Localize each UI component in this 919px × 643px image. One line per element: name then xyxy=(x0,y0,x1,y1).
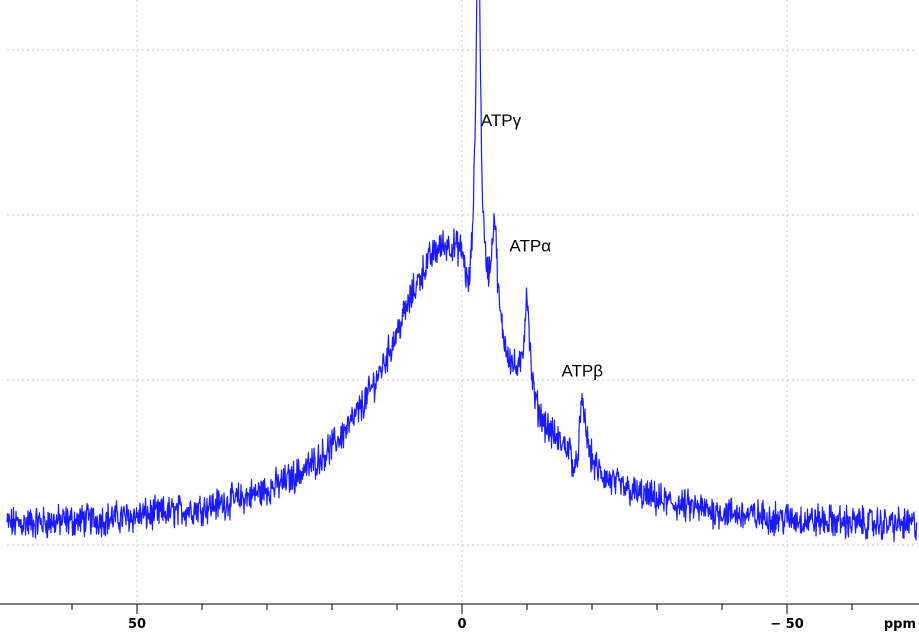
peak-label: ATPγ xyxy=(481,111,522,130)
peak-labels: PCrATPγATPαATPβ xyxy=(481,111,603,381)
x-tick-label: − 50 xyxy=(770,617,804,632)
peak-label: ATPβ xyxy=(561,362,603,381)
x-tick-label: 0 xyxy=(457,617,466,632)
x-axis-unit-label: ppm xyxy=(884,617,916,632)
x-axis: 50 0 − 50 ppm xyxy=(0,603,919,632)
peak-label: ATPα xyxy=(509,236,551,255)
spectrum-line xyxy=(6,0,918,543)
grid-layer xyxy=(7,0,917,604)
x-tick-label: 50 xyxy=(128,617,146,632)
